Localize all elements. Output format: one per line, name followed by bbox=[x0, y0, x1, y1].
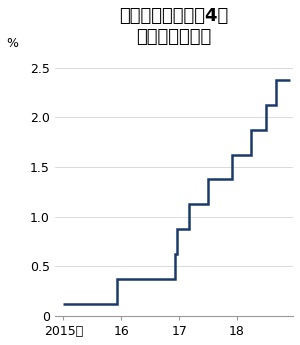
Title: 米政策金利は今年4度
引き上げられた: 米政策金利は今年4度 引き上げられた bbox=[119, 7, 229, 46]
Y-axis label: %: % bbox=[6, 37, 18, 50]
